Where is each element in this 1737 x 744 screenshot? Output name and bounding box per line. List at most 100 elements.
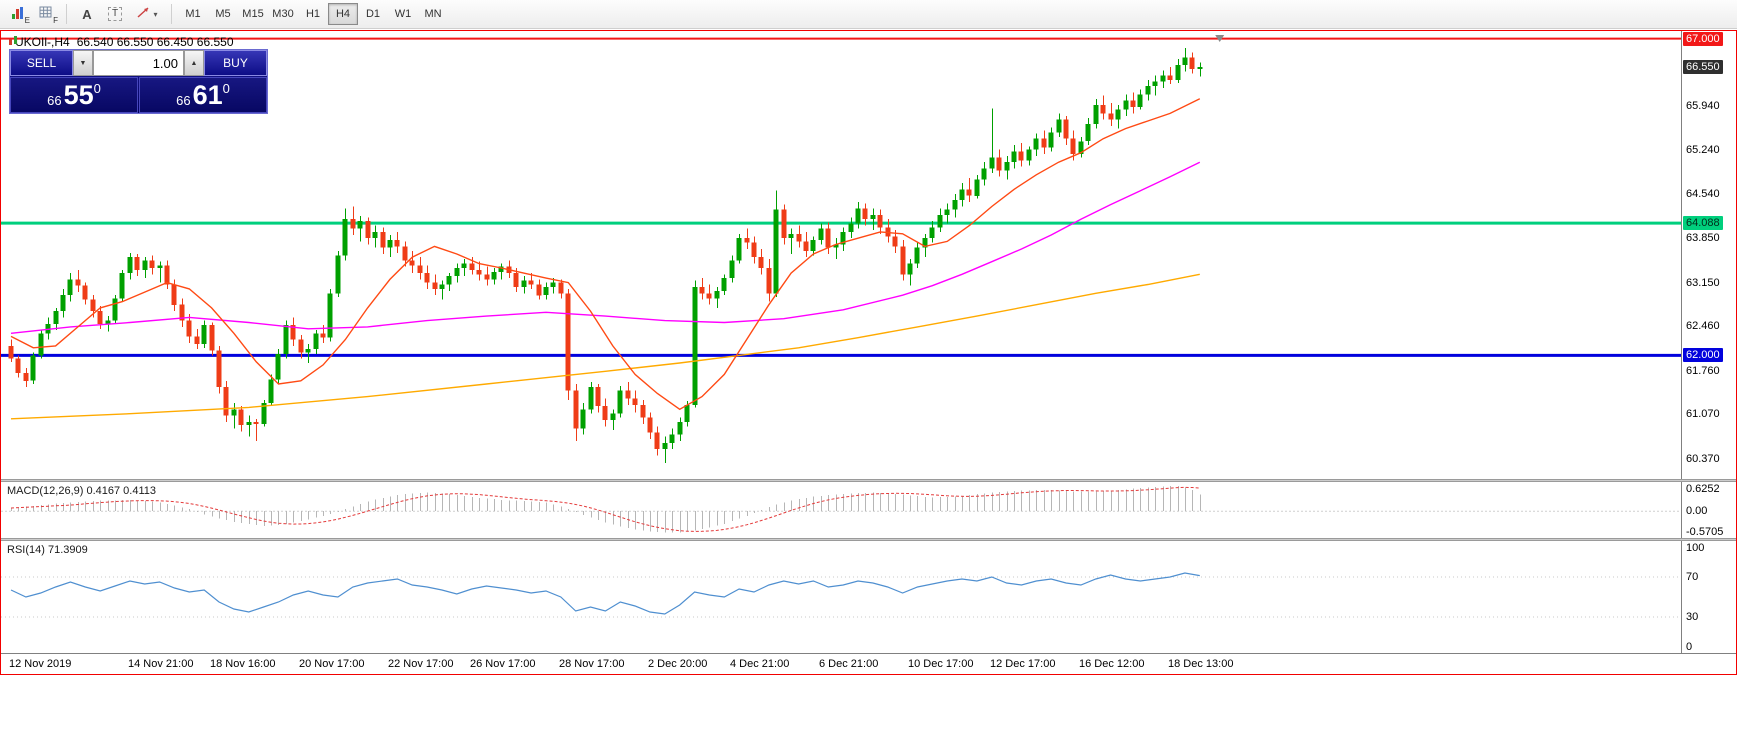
mid-ma-line [10, 161, 1201, 334]
candles [8, 48, 1203, 464]
grid-tool-f-button[interactable]: F [33, 3, 59, 25]
top-toolbar: E F A T ▾ M1 M5 M15 M30 H1 H4 D1 W1 MN [0, 0, 1737, 29]
macd-histogram [11, 485, 1201, 533]
time-axis-label: 4 Dec 21:00 [730, 658, 790, 670]
ask-pips: 61 [192, 80, 223, 110]
time-axis-label: 14 Nov 21:00 [128, 658, 194, 670]
rsi-axis-label: 70 [1686, 571, 1699, 583]
time-axis-label: 28 Nov 17:00 [559, 658, 625, 670]
timeframe-button-M15[interactable]: M15 [238, 3, 268, 25]
rsi-axis[interactable]: 100 70 30 0 [1681, 541, 1736, 653]
time-axis[interactable]: 12 Nov 2019 14 Nov 21:00 18 Nov 16:00 20 No… [1, 653, 1736, 674]
chart-title: UKOIl-,H4 66.540 66.550 66.450 66.550 [8, 35, 234, 49]
timeframe-button-M1[interactable]: M1 [178, 3, 208, 25]
macd-axis-label: -0.5705 [1686, 526, 1724, 538]
macd-name: MACD(12,26,9) [7, 485, 84, 497]
price-axis-label: 60.370 [1686, 452, 1720, 465]
one-click-trading-panel: SELL ▼ ▲ BUY 66 55 0 66 61 0 [9, 49, 268, 114]
slow-ma-line [10, 273, 1200, 420]
timeframe-button-M5[interactable]: M5 [208, 3, 238, 25]
trade-panel-controls: SELL ▼ ▲ BUY [10, 50, 267, 76]
price-axis-label: 64.540 [1686, 188, 1720, 201]
price-tag-62.000: 62.000 [1683, 348, 1723, 363]
price-axis-label: 63.850 [1686, 232, 1720, 245]
volume-increase-button[interactable]: ▲ [184, 50, 204, 76]
symbol-timeframe-label: UKOIl-,H4 [15, 35, 70, 49]
macd-axis[interactable]: 0.6252 0.00 -0.5705 [1681, 482, 1736, 538]
bid-integer: 66 [47, 93, 62, 108]
price-axis-label: 63.150 [1686, 276, 1720, 289]
timeframe-button-W1[interactable]: W1 [388, 3, 418, 25]
time-axis-label: 20 Nov 17:00 [299, 658, 365, 670]
macd-canvas[interactable] [1, 482, 1681, 538]
toolbar-separator [66, 4, 67, 24]
text-box-tool-button[interactable]: T [102, 3, 128, 25]
timeframe-button-H1[interactable]: H1 [298, 3, 328, 25]
bid-pips: 55 [63, 80, 94, 110]
price-axis-label: 65.240 [1686, 144, 1720, 157]
time-axis-label: 18 Nov 16:00 [210, 658, 276, 670]
rsi-axis-label: 0 [1686, 641, 1693, 653]
spin-up-icon: ▲ [190, 59, 198, 67]
price-tag-64.088: 64.088 [1683, 216, 1723, 231]
ask-price-display[interactable]: 66 61 0 [139, 77, 267, 113]
text-box-icon: T [107, 7, 123, 21]
timeframe-button-MN[interactable]: MN [418, 3, 448, 25]
time-axis-label: 16 Dec 12:00 [1079, 658, 1145, 670]
time-axis-label: 10 Dec 17:00 [908, 658, 974, 670]
rsi-value: 71.3909 [47, 544, 88, 556]
volume-input[interactable] [93, 50, 184, 76]
price-tag-67.000: 67.000 [1683, 31, 1723, 46]
macd-signal-line [10, 486, 1200, 532]
main-chart-pane[interactable]: UKOIl-,H4 66.540 66.550 66.450 66.550 SE… [1, 31, 1681, 479]
chart-tool-e-button[interactable]: E [5, 3, 31, 25]
rsi-canvas[interactable] [1, 541, 1681, 653]
chevron-down-icon: ▾ [153, 9, 158, 19]
chart-window: UKOIl-,H4 66.540 66.550 66.450 66.550 SE… [0, 30, 1737, 675]
text-label-icon: A [82, 6, 92, 22]
sell-button[interactable]: SELL [10, 50, 73, 76]
timeframe-button-M30[interactable]: M30 [268, 3, 298, 25]
toolbar-separator [171, 4, 172, 24]
mini-chart-icon [11, 6, 26, 23]
shapes-tool-dropdown[interactable]: ▾ [130, 3, 164, 25]
macd-axis-label: 0.00 [1686, 505, 1708, 518]
text-label-tool-button[interactable]: A [74, 3, 100, 25]
timeframe-group: M1 M5 M15 M30 H1 H4 D1 W1 MN [178, 3, 448, 25]
price-axis-label: 65.940 [1686, 99, 1720, 112]
timeframe-button-H4[interactable]: H4 [328, 3, 358, 25]
bid-price-display[interactable]: 66 55 0 [10, 77, 138, 113]
tool-sub-letter: E [24, 16, 30, 25]
rsi-label: RSI(14) 71.3909 [7, 544, 88, 556]
rsi-line [10, 572, 1200, 615]
rsi-axis-label: 100 [1686, 542, 1705, 554]
ask-point: 0 [222, 81, 230, 96]
macd-label: MACD(12,26,9) 0.4167 0.4113 [7, 485, 156, 497]
rsi-name: RSI(14) [7, 544, 45, 556]
shift-marker-icon [1215, 35, 1225, 42]
macd-axis-label: 0.6252 [1686, 483, 1720, 495]
trade-panel-quotes: 66 55 0 66 61 0 [10, 77, 267, 113]
pane-splitter[interactable] [1, 479, 1736, 482]
spin-down-icon: ▼ [79, 59, 87, 67]
ohlc-quote-line: 66.540 66.550 66.450 66.550 [76, 35, 234, 49]
price-chart-canvas[interactable] [1, 31, 1681, 479]
rsi-axis-label: 30 [1686, 611, 1699, 623]
volume-decrease-button[interactable]: ▼ [73, 50, 93, 76]
pane-splitter[interactable] [1, 538, 1736, 541]
time-axis-label: 12 Nov 2019 [9, 658, 72, 670]
price-axis-label: 61.760 [1686, 364, 1720, 377]
price-axis-label: 62.460 [1686, 320, 1720, 333]
time-axis-label: 12 Dec 17:00 [990, 658, 1056, 670]
buy-button[interactable]: BUY [204, 50, 267, 76]
rsi-pane[interactable]: RSI(14) 71.3909 [1, 541, 1681, 653]
time-axis-label: 18 Dec 13:00 [1168, 658, 1234, 670]
tool-sub-letter: F [53, 16, 58, 25]
grid-icon [39, 6, 53, 22]
price-tag-66.550: 66.550 [1683, 60, 1723, 75]
price-axis[interactable]: 67.000 66.550 65.940 65.240 64.540 64.088 63.8… [1681, 31, 1736, 479]
fast-ma-line [10, 98, 1201, 411]
bid-point: 0 [93, 81, 101, 96]
timeframe-button-D1[interactable]: D1 [358, 3, 388, 25]
macd-pane[interactable]: MACD(12,26,9) 0.4167 0.4113 [1, 482, 1681, 538]
